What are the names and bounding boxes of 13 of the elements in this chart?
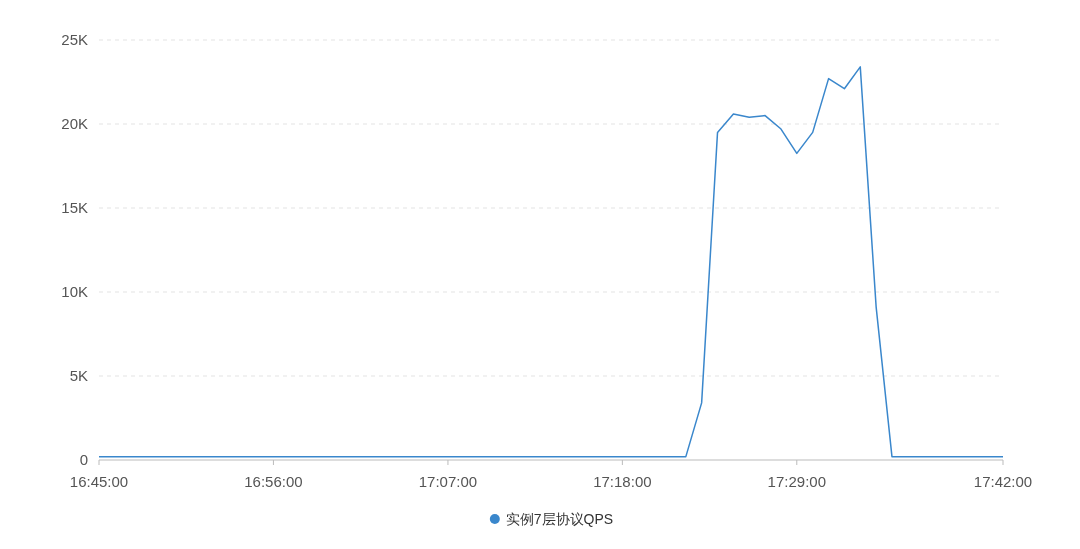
x-tick-label: 17:42:00 (973, 473, 1033, 490)
x-tick-label: 17:18:00 (593, 473, 652, 490)
x-tick-label: 17:07:00 (418, 473, 478, 490)
legend: 实例7层协议QPS (489, 511, 614, 527)
y-tick-label: 20K (61, 115, 88, 132)
y-tick-label: 15K (61, 199, 88, 216)
y-tick-label: 5K (69, 367, 88, 384)
x-tick-label: 17:29:00 (767, 473, 826, 490)
x-tick-label: 16:45:00 (69, 473, 129, 490)
y-tick-label: 0 (79, 451, 88, 468)
y-tick-label: 10K (61, 283, 88, 300)
x-tick-label: 16:56:00 (244, 473, 303, 490)
y-tick-label: 25K (61, 31, 88, 48)
